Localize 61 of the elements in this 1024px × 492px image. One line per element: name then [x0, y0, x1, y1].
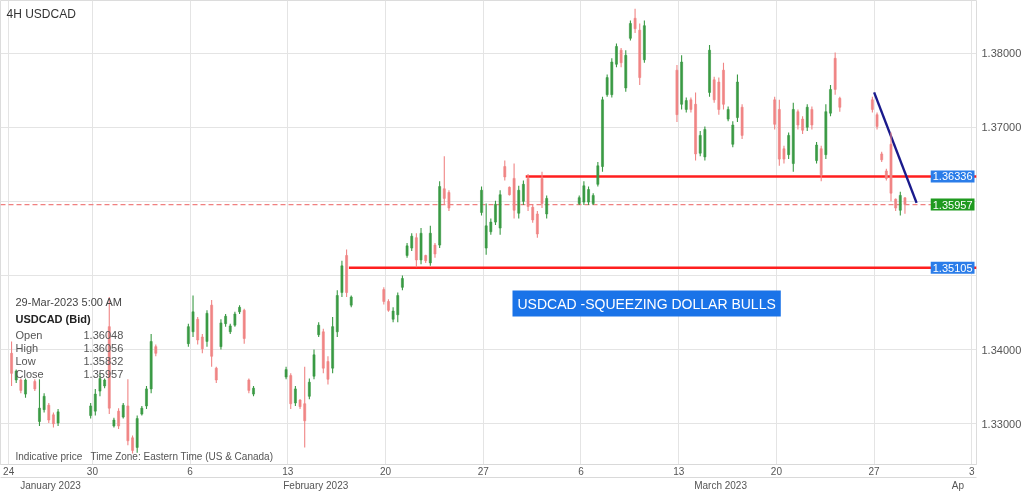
x2-tick-label: Ap	[951, 479, 965, 491]
candlestick	[517, 185, 521, 219]
x-tick-label: 20	[770, 465, 783, 477]
y-tick-label: 1.37000	[981, 121, 1022, 134]
candlestick	[312, 349, 316, 380]
candlestick	[480, 185, 483, 216]
annotation: USDCAD -SQUEEZING DOLLAR BULLS	[517, 295, 776, 312]
x-tick-label: 30	[86, 465, 99, 477]
annotation: High	[15, 341, 39, 354]
x-tick-label: 6	[187, 465, 194, 477]
candlestick	[629, 19, 632, 42]
annotation: Open	[15, 328, 43, 341]
candlestick	[522, 180, 525, 206]
candlestick	[633, 8, 637, 34]
candlestick	[545, 194, 549, 219]
x2-tick-label: January 2023	[20, 479, 82, 491]
candlestick	[582, 180, 586, 206]
data-label: 1.36336	[932, 170, 973, 183]
y-tick-label: 1.33000	[981, 417, 1022, 430]
data-label: 1.35105	[932, 261, 973, 274]
candlestick	[308, 377, 311, 400]
x-tick-label: 24	[3, 465, 15, 477]
candlestick	[200, 333, 204, 354]
annotation: 29-Mar-2023 5:00 AM	[15, 295, 122, 308]
candlestick	[805, 103, 809, 132]
candlestick	[898, 191, 902, 216]
candlestick	[536, 210, 539, 239]
candlestick	[117, 407, 120, 430]
candlestick	[619, 47, 623, 68]
x2-tick-label: March 2023	[694, 479, 748, 491]
candlestick	[24, 377, 27, 399]
annotation: Time Zone: Eastern Time (US & Canada)	[90, 451, 273, 462]
candlestick	[252, 385, 255, 397]
x-tick-label: 20	[379, 465, 392, 477]
x-tick-label: 13	[673, 465, 685, 477]
candlestick	[47, 402, 51, 424]
candlestick	[294, 385, 297, 407]
candlestick	[731, 120, 735, 148]
candlestick	[787, 131, 790, 160]
candlestick	[415, 232, 418, 268]
candlestick	[815, 141, 818, 165]
candlestick	[810, 105, 814, 131]
y-tick-label: 1.34000	[981, 343, 1022, 356]
candlestick	[196, 316, 200, 345]
x2-tick-label: February 2023	[283, 479, 349, 491]
x-tick-label: 13	[282, 465, 294, 477]
annotation: Indicative price	[15, 451, 83, 462]
text: 4H USDCAD	[6, 6, 77, 21]
y-tick-label: 1.38000	[981, 47, 1022, 60]
x-tick-label: 3	[969, 465, 976, 477]
candlestick	[10, 340, 13, 387]
x-tick-label: 6	[578, 465, 585, 477]
x-tick-label: 27	[868, 465, 881, 477]
candlestick	[796, 108, 800, 131]
annotation: Low	[15, 354, 36, 367]
ref-line-label: 1.35957	[932, 198, 973, 211]
x-tick-label: 27	[477, 465, 490, 477]
candlestick	[219, 318, 223, 351]
candlestick	[503, 160, 507, 182]
candlestick	[93, 388, 97, 417]
annotation: USDCAD (Bid)	[15, 312, 91, 325]
